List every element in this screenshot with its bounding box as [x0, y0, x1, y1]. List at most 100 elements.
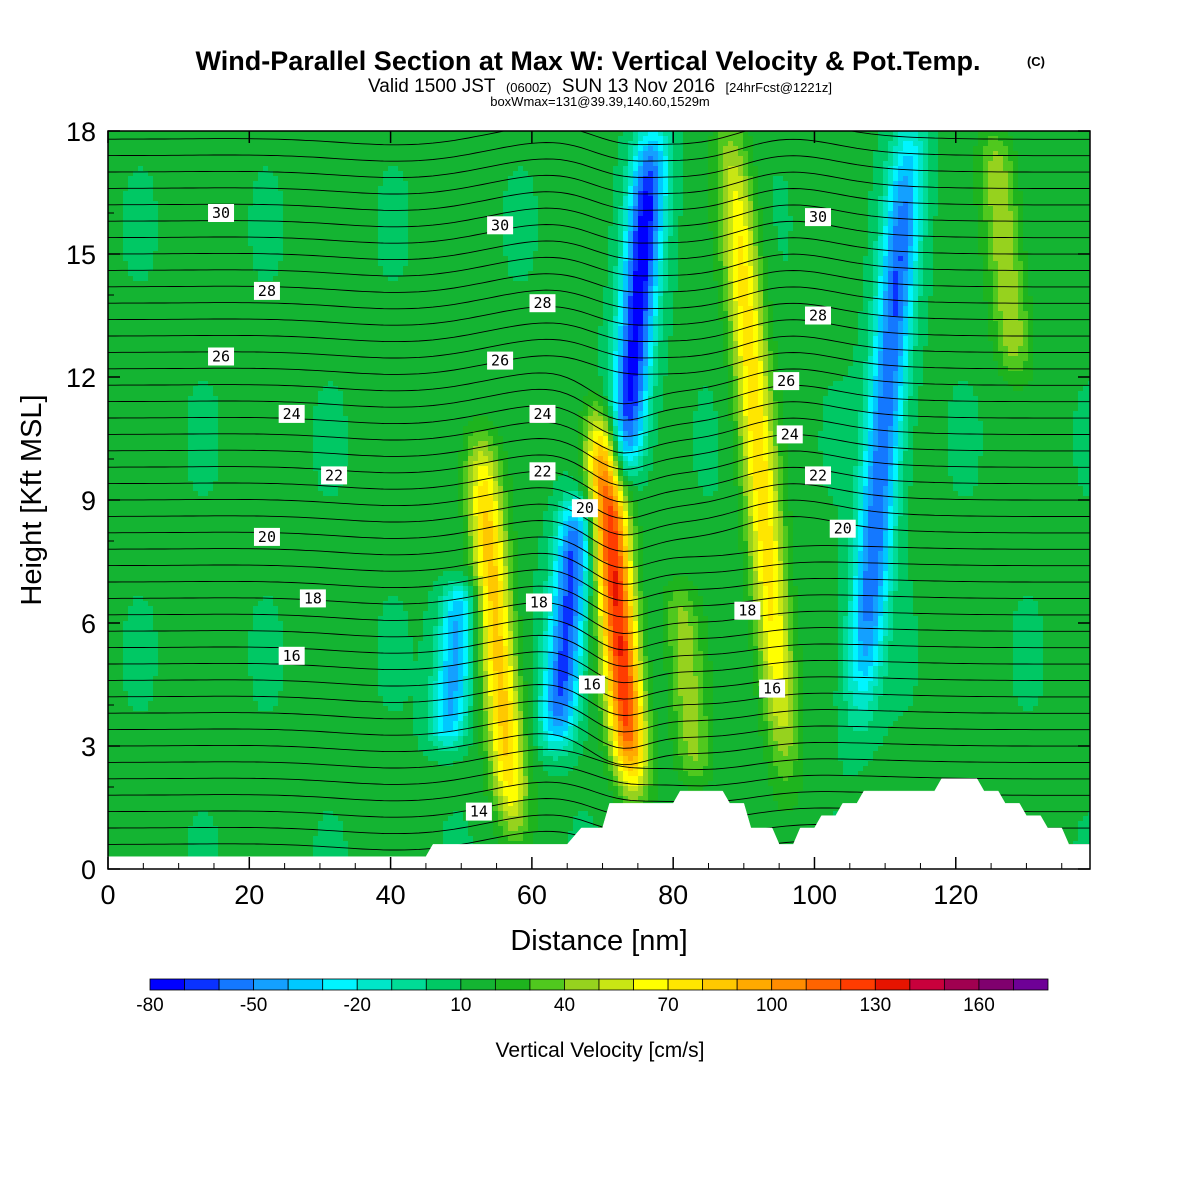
velocity-cell [148, 606, 154, 612]
velocity-cell [123, 176, 129, 182]
velocity-cell [153, 506, 159, 512]
velocity-cell [153, 256, 159, 262]
velocity-cell [148, 726, 154, 732]
velocity-cell [163, 276, 169, 282]
velocity-cell [128, 271, 134, 277]
velocity-cell [113, 821, 119, 827]
velocity-cell [133, 851, 139, 857]
velocity-cell [158, 421, 164, 427]
velocity-cell [123, 161, 129, 167]
velocity-cell [153, 396, 159, 402]
velocity-cell [128, 431, 134, 437]
velocity-cell [143, 176, 149, 182]
velocity-cell [138, 716, 144, 722]
velocity-cell [123, 721, 129, 727]
velocity-cell [138, 751, 144, 757]
velocity-cell [123, 801, 129, 807]
velocity-cell [128, 671, 134, 677]
velocity-cell [123, 731, 129, 737]
velocity-cell [133, 721, 139, 727]
velocity-cell [113, 586, 119, 592]
velocity-cell [128, 316, 134, 322]
velocity-cell [118, 291, 124, 297]
velocity-cell [133, 371, 139, 377]
velocity-cell [108, 726, 114, 732]
velocity-cell [118, 246, 124, 252]
velocity-cell [133, 396, 139, 402]
velocity-cell [148, 221, 154, 227]
velocity-cell [118, 611, 124, 617]
velocity-cell [148, 326, 154, 332]
velocity-cell [153, 316, 159, 322]
velocity-cell [153, 731, 159, 737]
velocity-cell [153, 231, 159, 237]
velocity-cell [128, 816, 134, 822]
velocity-cell [108, 311, 114, 317]
velocity-cell [113, 756, 119, 762]
velocity-cell [148, 386, 154, 392]
velocity-cell [163, 176, 169, 182]
velocity-cell [128, 241, 134, 247]
velocity-cell [148, 306, 154, 312]
velocity-cell [148, 596, 154, 602]
velocity-cell [143, 851, 149, 857]
velocity-cell [118, 356, 124, 362]
velocity-cell [133, 736, 139, 742]
velocity-cell [133, 421, 139, 427]
velocity-cell [118, 271, 124, 277]
velocity-cell [138, 756, 144, 762]
velocity-cell [138, 711, 144, 717]
velocity-cell [118, 501, 124, 507]
velocity-cell [133, 276, 139, 282]
velocity-cell [123, 441, 129, 447]
velocity-cell [133, 656, 139, 662]
velocity-cell [143, 846, 149, 852]
velocity-cell [108, 521, 114, 527]
velocity-cell [123, 146, 129, 152]
velocity-cell [118, 351, 124, 357]
velocity-cell [138, 301, 144, 307]
velocity-cell [153, 716, 159, 722]
velocity-cell [138, 186, 144, 192]
velocity-cell [133, 186, 139, 192]
velocity-cell [153, 261, 159, 267]
velocity-cell [158, 851, 164, 857]
velocity-cell [133, 576, 139, 582]
velocity-cell [118, 541, 124, 547]
velocity-cell [133, 716, 139, 722]
velocity-cell [118, 746, 124, 752]
velocity-cell [143, 361, 149, 367]
velocity-cell [158, 721, 164, 727]
velocity-cell [138, 196, 144, 202]
velocity-cell [118, 471, 124, 477]
velocity-cell [163, 371, 169, 377]
velocity-cell [158, 386, 164, 392]
velocity-cell [158, 691, 164, 697]
velocity-cell [143, 156, 149, 162]
velocity-cell [138, 316, 144, 322]
velocity-cell [118, 416, 124, 422]
velocity-cell [153, 836, 159, 842]
velocity-cell [143, 686, 149, 692]
velocity-cell [153, 276, 159, 282]
velocity-cell [113, 381, 119, 387]
velocity-cell [123, 521, 129, 527]
velocity-cell [148, 791, 154, 797]
velocity-cell [118, 381, 124, 387]
velocity-cell [153, 241, 159, 247]
velocity-cell [113, 406, 119, 412]
velocity-cell [148, 706, 154, 712]
velocity-cell [148, 436, 154, 442]
velocity-cell [123, 201, 129, 207]
velocity-cell [158, 676, 164, 682]
velocity-cell [138, 476, 144, 482]
velocity-cell [113, 166, 119, 172]
velocity-cell [113, 691, 119, 697]
velocity-cell [118, 306, 124, 312]
velocity-cell [143, 656, 149, 662]
velocity-cell [148, 786, 154, 792]
velocity-cell [128, 291, 134, 297]
velocity-cell [133, 311, 139, 317]
velocity-cell [143, 201, 149, 207]
velocity-cell [158, 381, 164, 387]
